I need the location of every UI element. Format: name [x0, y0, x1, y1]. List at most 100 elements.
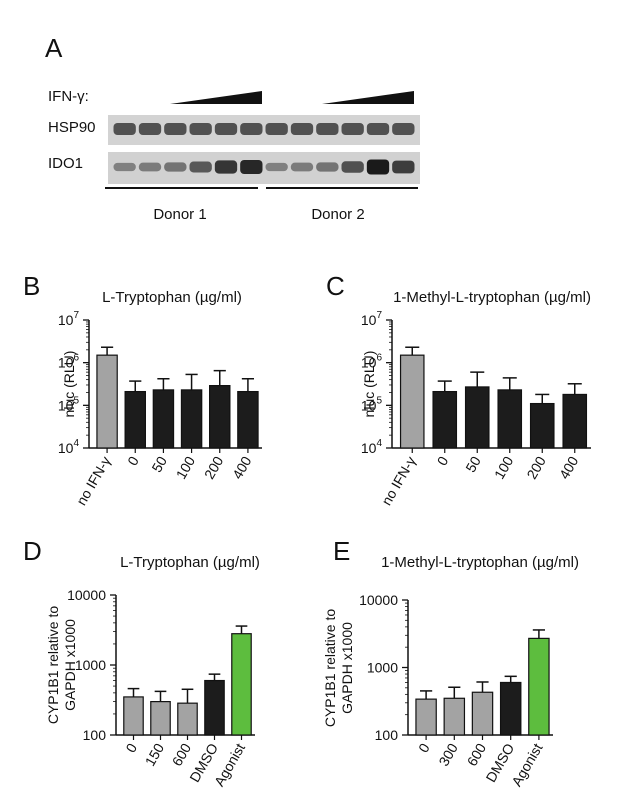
- hsp90-band: [214, 123, 238, 135]
- y-tick-label: 106: [58, 353, 80, 371]
- y-tick-label: 100: [83, 727, 107, 743]
- bar: [204, 679, 225, 736]
- y-axis-label: nluc (RLU): [61, 351, 77, 418]
- ido1-band: [138, 162, 162, 172]
- y-tick-exponent: 6: [73, 353, 79, 364]
- y-tick-label: 106: [361, 353, 383, 371]
- panel-label-e: E: [333, 536, 350, 566]
- ifn-gradient-donor2: [322, 91, 414, 104]
- y-tick-exponent: 6: [376, 353, 382, 364]
- bar: [399, 354, 425, 449]
- y-tick-exponent: 7: [376, 310, 382, 321]
- y-tick-base: 10: [361, 397, 377, 413]
- bar: [432, 390, 458, 449]
- ido1-bands: [113, 159, 415, 175]
- bar: [443, 697, 466, 736]
- ifn-gamma-label: IFN-γ:: [48, 88, 89, 105]
- y-axis-label: CYP1B1 relative to: [45, 606, 61, 724]
- y-axis-label: nluc (RLU): [361, 351, 377, 418]
- ido1-band: [113, 162, 136, 172]
- bar: [209, 385, 231, 449]
- chart-title: 1-Methyl-L-tryptophan (µg/ml): [381, 554, 579, 571]
- panel-label-d: D: [23, 536, 42, 566]
- y-axis-label: GAPDH x1000: [339, 622, 355, 714]
- x-tick-label: 50: [462, 453, 484, 475]
- bar: [464, 386, 490, 449]
- y-tick-label: 104: [361, 438, 383, 456]
- panel-label-c: C: [326, 271, 345, 301]
- hsp90-band: [290, 123, 314, 135]
- y-tick-exponent: 4: [73, 438, 79, 449]
- ido1-band: [189, 161, 212, 173]
- bar: [237, 390, 259, 449]
- ido1-band: [290, 162, 314, 172]
- chart-e: 1-Methyl-L-tryptophan (µg/ml)10000100010…: [322, 554, 579, 789]
- hsp90-band: [316, 123, 339, 135]
- bar: [124, 390, 146, 449]
- bar: [231, 633, 252, 736]
- y-tick-label: 104: [58, 438, 80, 456]
- x-tick-label: 50: [148, 453, 170, 475]
- x-tick-label: 600: [464, 740, 490, 768]
- bar: [497, 389, 523, 449]
- bar: [471, 691, 494, 736]
- x-tick-label: 150: [142, 740, 168, 768]
- y-tick-exponent: 4: [376, 438, 382, 449]
- ido1-band: [240, 159, 263, 175]
- x-tick-label: 400: [229, 453, 255, 481]
- x-tick-label: 600: [169, 740, 195, 768]
- y-tick-base: 10: [58, 397, 74, 413]
- hsp90-band: [392, 123, 415, 135]
- y-tick-base: 10: [58, 312, 74, 328]
- chart-c: 1-Methyl-L-tryptophan (µg/ml)10710610510…: [361, 289, 591, 508]
- hsp90-band: [138, 123, 162, 135]
- ido1-band: [341, 161, 364, 173]
- y-tick-label: 1000: [75, 657, 106, 673]
- x-tick-label: 0: [415, 740, 433, 755]
- bar: [123, 696, 144, 736]
- y-tick-label: 1000: [367, 660, 398, 676]
- bar: [180, 389, 203, 449]
- bar: [415, 698, 437, 736]
- y-axis-label: GAPDH x1000: [62, 619, 78, 711]
- y-tick-base: 10: [58, 355, 74, 371]
- y-tick-label: 10000: [359, 592, 398, 608]
- ido1-band: [214, 160, 238, 174]
- bar: [529, 402, 555, 449]
- ido1-band: [392, 160, 415, 174]
- y-tick-base: 10: [361, 312, 377, 328]
- x-tick-label: no IFN-γ: [378, 454, 419, 508]
- ifn-gradient-donor1: [170, 91, 262, 104]
- panel-label-a: A: [45, 33, 63, 63]
- bar: [499, 681, 522, 736]
- chart-title: L-Tryptophan (µg/ml): [102, 289, 242, 306]
- bar: [150, 701, 171, 736]
- bar: [177, 702, 198, 736]
- donor1-label: Donor 1: [153, 206, 206, 223]
- bar: [152, 389, 175, 449]
- x-tick-label: 0: [434, 453, 452, 468]
- y-tick-label: 107: [58, 310, 80, 328]
- hsp90-band: [164, 123, 187, 135]
- x-tick-label: 400: [556, 453, 582, 481]
- hsp90-bands: [113, 123, 415, 135]
- panel-label-b: B: [23, 271, 40, 301]
- y-tick-label: 107: [361, 310, 383, 328]
- chart-title: L-Tryptophan (µg/ml): [120, 554, 260, 571]
- x-tick-label: 200: [523, 453, 549, 481]
- x-tick-label: 100: [173, 453, 199, 481]
- chart-d: L-Tryptophan (µg/ml) 10000 1000 100 CYP1B1 r…: [45, 554, 260, 789]
- hsp90-band: [341, 123, 364, 135]
- hsp90-band: [240, 123, 263, 135]
- x-tick-label: 100: [491, 453, 517, 481]
- x-tick-label: no IFN-γ: [73, 454, 114, 508]
- chart-title: 1-Methyl-L-tryptophan (µg/ml): [393, 289, 591, 306]
- hsp90-band: [113, 123, 136, 135]
- bar: [96, 354, 118, 449]
- hsp90-band: [189, 123, 212, 135]
- donor2-label: Donor 2: [311, 206, 364, 223]
- blot-row-label-hsp90: HSP90: [48, 119, 96, 136]
- ido1-band: [316, 162, 339, 172]
